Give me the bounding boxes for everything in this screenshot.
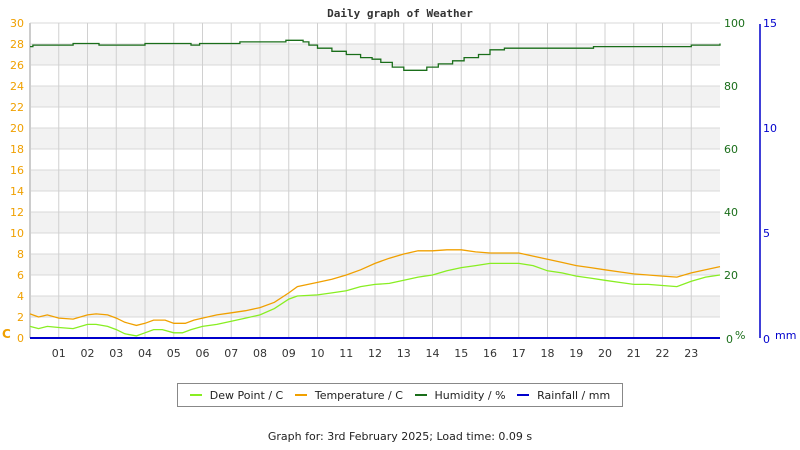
legend-label: Temperature / C <box>314 388 403 402</box>
svg-text:01: 01 <box>52 347 66 360</box>
svg-text:11: 11 <box>339 347 353 360</box>
svg-text:10: 10 <box>10 227 24 240</box>
legend-label: Dew Point / C <box>209 388 284 402</box>
svg-text:07: 07 <box>224 347 238 360</box>
svg-text:10: 10 <box>763 122 777 135</box>
svg-text:22: 22 <box>656 347 670 360</box>
svg-text:02: 02 <box>81 347 95 360</box>
svg-text:03: 03 <box>109 347 123 360</box>
svg-text:40: 40 <box>724 206 738 219</box>
legend-label: Humidity / % <box>434 388 506 402</box>
svg-text:4: 4 <box>17 290 24 303</box>
svg-text:17: 17 <box>512 347 526 360</box>
left-axis-unit: C <box>2 327 11 341</box>
svg-text:0: 0 <box>726 333 733 346</box>
svg-text:08: 08 <box>253 347 267 360</box>
svg-text:04: 04 <box>138 347 152 360</box>
rainfall-axis-ticks: 0 5 10 15 <box>759 17 777 346</box>
series-lines <box>29 39 721 339</box>
svg-text:23: 23 <box>684 347 698 360</box>
svg-text:6: 6 <box>17 269 24 282</box>
svg-text:20: 20 <box>724 269 738 282</box>
legend-swatch <box>414 394 427 396</box>
legend-item-dew-point: Dew Point / C <box>189 388 284 402</box>
svg-text:12: 12 <box>10 206 24 219</box>
svg-text:26: 26 <box>10 59 24 72</box>
svg-text:19: 19 <box>569 347 583 360</box>
svg-text:13: 13 <box>397 347 411 360</box>
svg-text:06: 06 <box>196 347 210 360</box>
svg-text:16: 16 <box>483 347 497 360</box>
svg-text:5: 5 <box>763 227 770 240</box>
svg-text:22: 22 <box>10 101 24 114</box>
svg-text:24: 24 <box>10 80 24 93</box>
svg-text:80: 80 <box>724 80 738 93</box>
rainfall-axis-unit: mm <box>775 329 796 342</box>
svg-text:60: 60 <box>724 143 738 156</box>
svg-text:15: 15 <box>763 17 777 30</box>
legend-swatch <box>517 394 530 396</box>
svg-text:28: 28 <box>10 38 24 51</box>
svg-text:20: 20 <box>10 122 24 135</box>
legend-label: Rainfall / mm <box>537 388 611 402</box>
legend-item-temperature: Temperature / C <box>294 388 403 402</box>
svg-text:2: 2 <box>17 311 24 324</box>
svg-text:21: 21 <box>627 347 641 360</box>
svg-text:30: 30 <box>10 17 24 30</box>
chart-title: Daily graph of Weather <box>327 7 473 20</box>
right-axis-unit: % <box>735 329 745 342</box>
svg-text:15: 15 <box>454 347 468 360</box>
svg-text:09: 09 <box>282 347 296 360</box>
svg-text:20: 20 <box>598 347 612 360</box>
chart-legend: Dew Point / C Temperature / C Humidity /… <box>177 383 623 407</box>
svg-text:0: 0 <box>17 332 24 345</box>
svg-text:12: 12 <box>368 347 382 360</box>
x-axis-ticks: 01 02 03 04 05 06 07 08 09 10 11 12 13 14 15 16 17 18 19 20… <box>52 347 699 360</box>
graph-footer: Graph for: 3rd February 2025; Load time:… <box>267 430 533 443</box>
svg-text:8: 8 <box>17 248 24 261</box>
svg-text:14: 14 <box>426 347 440 360</box>
svg-text:100: 100 <box>724 17 745 30</box>
legend-swatch <box>189 394 202 396</box>
svg-text:10: 10 <box>311 347 325 360</box>
legend-item-humidity: Humidity / % <box>414 388 506 402</box>
svg-text:16: 16 <box>10 164 24 177</box>
svg-text:18: 18 <box>541 347 555 360</box>
right-axis-ticks: 0 20 40 60 80 100 <box>724 17 745 346</box>
svg-text:0: 0 <box>763 333 770 346</box>
svg-text:05: 05 <box>167 347 181 360</box>
svg-text:18: 18 <box>10 143 24 156</box>
legend-swatch <box>294 394 307 396</box>
legend-item-rainfall: Rainfall / mm <box>517 389 610 402</box>
svg-text:14: 14 <box>10 185 24 198</box>
